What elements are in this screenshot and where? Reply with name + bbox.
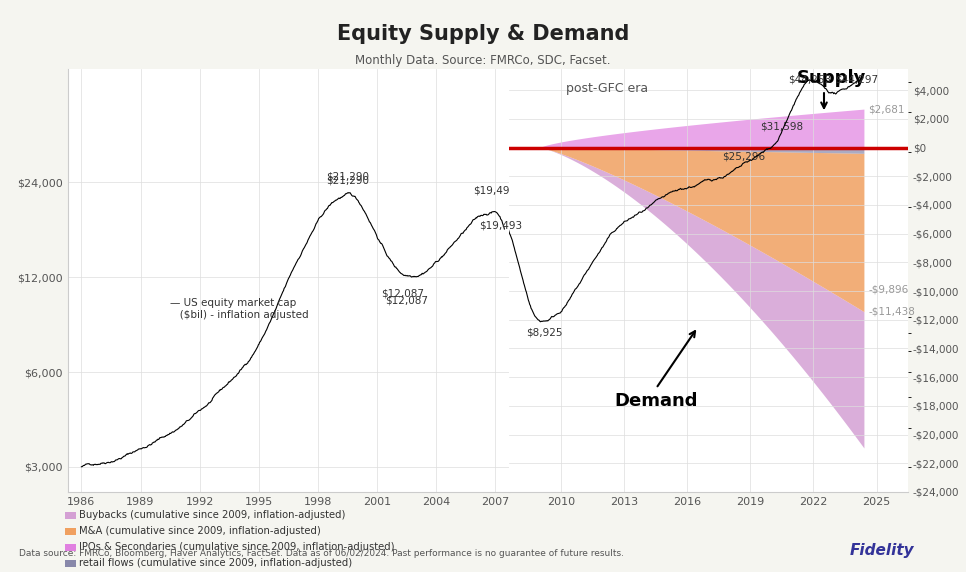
Text: post-GFC era: post-GFC era bbox=[565, 82, 647, 94]
Text: $44,253: $44,253 bbox=[787, 75, 831, 85]
Text: — US equity market cap
   ($bil) - inflation adjusted: — US equity market cap ($bil) - inflatio… bbox=[170, 299, 309, 320]
Text: $2,681: $2,681 bbox=[868, 104, 904, 114]
Text: $12,087: $12,087 bbox=[381, 289, 424, 299]
Text: $25,296: $25,296 bbox=[723, 152, 766, 161]
Text: retail flows (cumulative since 2009, inflation-adjusted): retail flows (cumulative since 2009, inf… bbox=[79, 558, 353, 568]
Text: Monthly Data. Source: FMRCo, SDC, Facset.: Monthly Data. Source: FMRCo, SDC, Facset… bbox=[355, 54, 611, 66]
Text: M&A (cumulative since 2009, inflation-adjusted): M&A (cumulative since 2009, inflation-ad… bbox=[79, 526, 321, 536]
Text: -$9,896: -$9,896 bbox=[868, 284, 908, 295]
Text: $19,493: $19,493 bbox=[479, 220, 522, 230]
Text: Fidelity: Fidelity bbox=[850, 543, 915, 558]
Text: $31,598: $31,598 bbox=[760, 121, 804, 131]
Text: IPOs & Secondaries (cumulative since 2009, inflation-adjusted): IPOs & Secondaries (cumulative since 200… bbox=[79, 542, 395, 552]
Text: Data source: FMRCo, Bloomberg, Haver Analytics, FactSet. Data as of 06/02/2024. : Data source: FMRCo, Bloomberg, Haver Ana… bbox=[19, 549, 624, 558]
Text: $21,290: $21,290 bbox=[326, 175, 369, 185]
Text: Equity Supply & Demand: Equity Supply & Demand bbox=[337, 25, 629, 44]
Text: Demand: Demand bbox=[614, 392, 697, 410]
Text: $44,297: $44,297 bbox=[835, 75, 878, 85]
Text: $21,290: $21,290 bbox=[326, 172, 369, 181]
Text: -$11,438: -$11,438 bbox=[868, 307, 915, 317]
Text: $12,087: $12,087 bbox=[384, 295, 428, 305]
Text: $19,493: $19,493 bbox=[473, 186, 517, 196]
Text: $8,925: $8,925 bbox=[526, 327, 563, 337]
Text: Buybacks (cumulative since 2009, inflation-adjusted): Buybacks (cumulative since 2009, inflati… bbox=[79, 510, 346, 520]
Text: Supply: Supply bbox=[797, 69, 867, 87]
